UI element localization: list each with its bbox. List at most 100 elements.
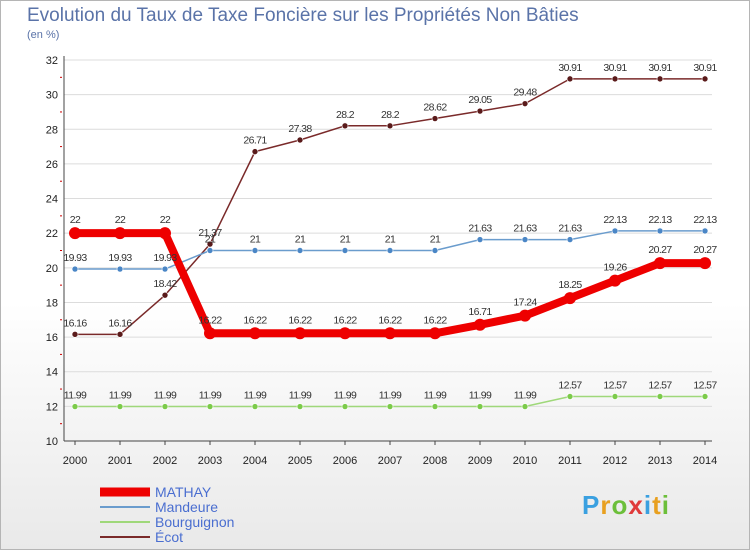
y-tick-label: 10 (46, 436, 58, 448)
data-point-mathay (204, 327, 216, 340)
data-label-bourguignon: 11.99 (109, 390, 132, 402)
y-minor-tick (60, 146, 62, 148)
data-labels: 16.16 16.16 18.42 21.37 26.71 27.38 28.2 28.2 28… (63, 62, 718, 402)
data-point-mathay (699, 257, 711, 270)
data-point-cot (341, 122, 349, 130)
data-label-mandeure: 22.13 (693, 214, 717, 226)
series-lines (69, 75, 711, 410)
data-label-mandeure: 19.93 (63, 252, 87, 264)
data-point-cot (701, 75, 709, 83)
x-tick-label: 2005 (288, 455, 312, 467)
y-tick-label: 14 (46, 367, 58, 379)
data-point-mandeure (701, 227, 709, 235)
data-point-mandeure (296, 247, 304, 254)
data-label-mathay: 20.27 (693, 244, 717, 256)
data-point-mandeure (431, 247, 439, 254)
data-label-cot: 27.38 (288, 123, 312, 135)
data-point-cot (161, 291, 169, 299)
data-point-cot (296, 136, 304, 144)
data-point-bourguignon (431, 403, 439, 410)
data-point-mandeure (116, 265, 124, 273)
x-tick-label: 2003 (198, 455, 222, 467)
data-label-mandeure: 21 (385, 234, 396, 246)
data-label-cot: 28.62 (423, 102, 447, 114)
chart-title: Evolution du Taux de Taxe Foncière sur l… (27, 5, 579, 26)
data-label-bourguignon: 11.99 (244, 390, 267, 402)
x-tick-label: 2013 (648, 455, 672, 467)
data-point-bourguignon (296, 403, 304, 410)
data-label-cot: 30.91 (693, 62, 717, 74)
data-point-bourguignon (476, 403, 484, 410)
y-minor-tick (60, 388, 62, 390)
y-tick-label: 24 (46, 194, 58, 206)
data-point-mandeure (341, 247, 349, 254)
data-label-cot: 29.48 (513, 87, 537, 99)
data-point-bourguignon (611, 393, 619, 400)
data-label-mandeure: 21 (430, 234, 441, 246)
data-label-mandeure: 22.13 (603, 214, 627, 226)
data-point-mandeure (566, 236, 574, 243)
data-point-mandeure (611, 227, 619, 235)
y-minor-tick (60, 353, 62, 355)
y-minor-tick (60, 319, 62, 321)
data-label-mandeure: 21.63 (558, 223, 582, 235)
proxiti-logo: Proxiti (582, 490, 670, 520)
y-tick-label: 12 (46, 401, 58, 413)
legend-label-cot: Écot (155, 529, 183, 545)
x-tick-label: 2010 (513, 455, 537, 467)
data-label-bourguignon: 12.57 (558, 379, 582, 391)
data-label-cot: 26.71 (243, 135, 267, 147)
y-minor-tick (60, 76, 62, 78)
data-label-mathay: 20.27 (648, 244, 672, 256)
data-point-bourguignon (71, 403, 79, 410)
unit-label: (en %) (27, 29, 60, 41)
data-point-cot (656, 75, 664, 83)
y-minor-tick (60, 180, 62, 182)
data-point-bourguignon (116, 403, 124, 410)
legend-label-mandeure: Mandeure (155, 499, 218, 515)
y-tick-label: 26 (46, 159, 58, 171)
data-point-mandeure (656, 227, 664, 235)
data-point-bourguignon (206, 403, 214, 410)
data-label-cot: 16.16 (108, 317, 132, 329)
axes: 10 12 14 16 18 20 22 24 26 28 30 32 2000 2001 2002 2003… (46, 55, 717, 467)
data-label-mathay: 19.26 (603, 262, 627, 274)
y-minor-tick (60, 250, 62, 251)
data-point-mathay (249, 327, 261, 340)
data-point-mandeure (386, 247, 394, 254)
data-label-mathay: 16.22 (288, 314, 312, 326)
data-point-mandeure (161, 265, 169, 273)
data-label-cot: 16.16 (63, 317, 87, 329)
y-minor-tick (60, 423, 62, 425)
data-label-bourguignon: 11.99 (424, 390, 447, 402)
data-point-bourguignon (701, 393, 709, 400)
y-tick-label: 28 (46, 124, 58, 136)
data-label-mathay: 22 (160, 214, 171, 226)
data-point-cot (386, 122, 394, 130)
data-label-cot: 28.2 (336, 109, 355, 121)
data-label-bourguignon: 11.99 (334, 390, 357, 402)
data-label-mandeure: 19.93 (108, 252, 132, 264)
data-label-bourguignon: 11.99 (469, 390, 492, 402)
data-point-cot (116, 331, 124, 338)
x-tick-label: 2001 (108, 455, 132, 467)
x-tick-label: 2002 (153, 455, 177, 467)
x-tick-label: 2006 (333, 455, 357, 467)
data-point-mathay (294, 327, 306, 340)
data-point-cot (476, 107, 484, 115)
data-label-mathay: 16.22 (423, 314, 447, 326)
data-label-bourguignon: 12.57 (648, 379, 672, 391)
x-tick-label: 2009 (468, 455, 492, 467)
data-point-mathay (159, 227, 171, 240)
data-point-cot (431, 115, 439, 122)
data-label-bourguignon: 11.99 (379, 390, 402, 402)
data-label-bourguignon: 11.99 (289, 390, 312, 402)
data-label-mathay: 16.22 (333, 314, 357, 326)
y-tick-label: 16 (46, 332, 58, 344)
data-label-mathay: 16.22 (243, 314, 267, 326)
data-label-mandeure: 21 (250, 234, 261, 246)
data-label-mathay: 22 (70, 214, 81, 226)
data-point-bourguignon (566, 393, 574, 400)
